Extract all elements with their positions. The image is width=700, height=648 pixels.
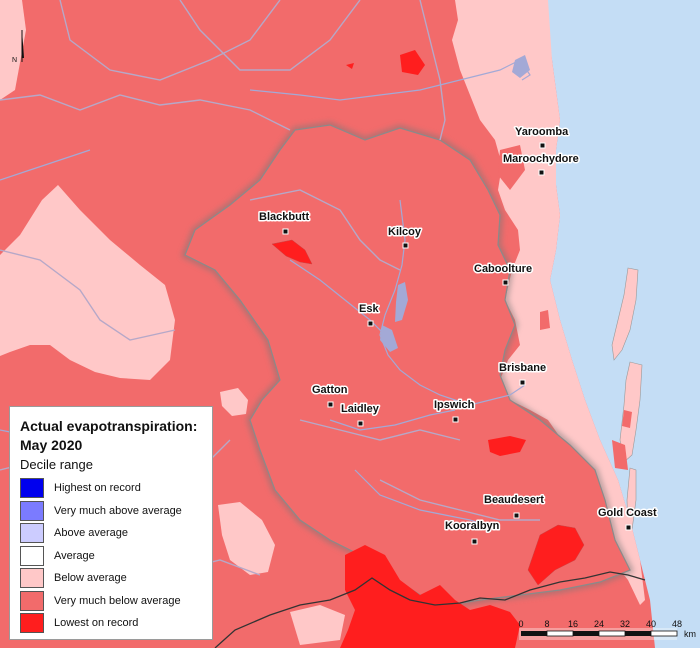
legend-swatch: [20, 500, 44, 521]
legend-item: Very much below average: [20, 590, 212, 613]
scale-tick: 40: [646, 619, 656, 629]
legend-label: Average: [54, 549, 95, 562]
island-bribie: [611, 267, 639, 361]
legend-label: Below average: [54, 572, 127, 585]
legend-label: Very much below average: [54, 594, 181, 607]
legend-label: Very much above average: [54, 504, 182, 517]
town-ipswich: Ipswich: [433, 398, 476, 423]
legend-label: Above average: [54, 527, 128, 540]
lowest-patch-blackbutt: [271, 239, 313, 265]
legend-item: Above average: [20, 522, 212, 545]
north-label: N: [12, 57, 17, 64]
svg-text:Gatton: Gatton: [312, 384, 348, 396]
svg-text:Caboolture: Caboolture: [474, 263, 532, 275]
scale-tick: 32: [620, 619, 630, 629]
north-arrow-icon: N: [12, 30, 24, 64]
west-below-average: [0, 185, 175, 380]
town-esk: Esk: [358, 302, 381, 327]
town-maroochydore: Maroochydore: [502, 152, 580, 176]
legend: Actual evapotranspiration: May 2020 Deci…: [9, 406, 213, 640]
town-markers: Yaroomba Maroochydore Blackbutt Kilcoy C…: [258, 125, 659, 545]
lake-north: [512, 55, 530, 78]
lake-wivenhoe: [380, 325, 398, 352]
legend-item: Lowest on record: [20, 612, 212, 635]
town-gold-coast: Gold Coast: [597, 506, 659, 531]
legend-title-line1: Actual evapotranspiration:: [20, 418, 198, 434]
lowest-patch-east: [488, 436, 526, 456]
coastal-patch-3: [612, 440, 628, 470]
legend-label: Highest on record: [54, 482, 141, 495]
town-blackbutt: Blackbutt: [258, 210, 311, 235]
legend-title-line2: May 2020: [20, 437, 83, 453]
town-yaroomba: Yaroomba: [514, 125, 571, 149]
svg-text:Kooralbyn: Kooralbyn: [445, 520, 500, 532]
legend-item: Very much above average: [20, 500, 212, 523]
town-kilcoy: Kilcoy: [387, 225, 423, 249]
legend-item: Average: [20, 545, 212, 568]
svg-text:Ipswich: Ipswich: [434, 399, 475, 411]
legend-subtitle: Decile range: [20, 457, 93, 472]
town-kooralbyn: Kooralbyn: [444, 519, 501, 545]
town-gatton: Gatton: [311, 383, 349, 408]
svg-text:Kilcoy: Kilcoy: [388, 226, 422, 238]
legend-item: Below average: [20, 567, 212, 590]
svg-text:Blackbutt: Blackbutt: [259, 211, 309, 223]
scale-tick: 0: [518, 619, 523, 629]
legend-swatch: [20, 613, 44, 634]
scale-unit: km: [684, 629, 696, 639]
scale-tick: 48: [672, 619, 682, 629]
lowest-patch-north-2: [346, 63, 354, 69]
patch-nw: [0, 0, 26, 100]
legend-swatch: [20, 478, 44, 499]
town-beaudesert: Beaudesert: [483, 493, 546, 519]
legend-item: Highest on record: [20, 477, 212, 500]
legend-label: Lowest on record: [54, 617, 139, 630]
legend-swatch: [20, 590, 44, 611]
island-patch: [622, 410, 632, 428]
town-laidley: Laidley: [340, 402, 381, 427]
svg-text:Gold Coast: Gold Coast: [598, 507, 657, 519]
coastal-patch-2: [540, 310, 550, 330]
scale-bar: 0 8 16 24 32 40 48 km: [518, 619, 696, 640]
lowest-patch-south: [340, 545, 520, 648]
legend-swatch: [20, 568, 44, 589]
scale-tick: 16: [568, 619, 578, 629]
svg-text:Brisbane: Brisbane: [499, 362, 546, 374]
legend-swatch: [20, 523, 44, 544]
state-border: [214, 571, 646, 648]
patch-sw-2: [220, 388, 248, 416]
svg-text:Beaudesert: Beaudesert: [484, 494, 544, 506]
town-brisbane: Brisbane: [498, 361, 548, 386]
svg-text:Esk: Esk: [359, 303, 379, 315]
svg-text:Yaroomba: Yaroomba: [515, 126, 569, 138]
svg-text:Laidley: Laidley: [341, 403, 380, 415]
scale-tick: 8: [544, 619, 549, 629]
lowest-patch-beaudesert: [527, 524, 585, 586]
svg-text:Maroochydore: Maroochydore: [503, 153, 579, 165]
lowest-patch-north: [400, 50, 425, 75]
patch-south-mid: [290, 605, 345, 645]
legend-swatch: [20, 545, 44, 566]
north-arrow: N: [8, 28, 30, 68]
town-caboolture: Caboolture: [473, 262, 534, 286]
coastal-patch-1: [498, 145, 525, 190]
scale-tick: 24: [594, 619, 604, 629]
patch-sw-1: [218, 502, 275, 575]
lake-somerset: [395, 282, 408, 322]
